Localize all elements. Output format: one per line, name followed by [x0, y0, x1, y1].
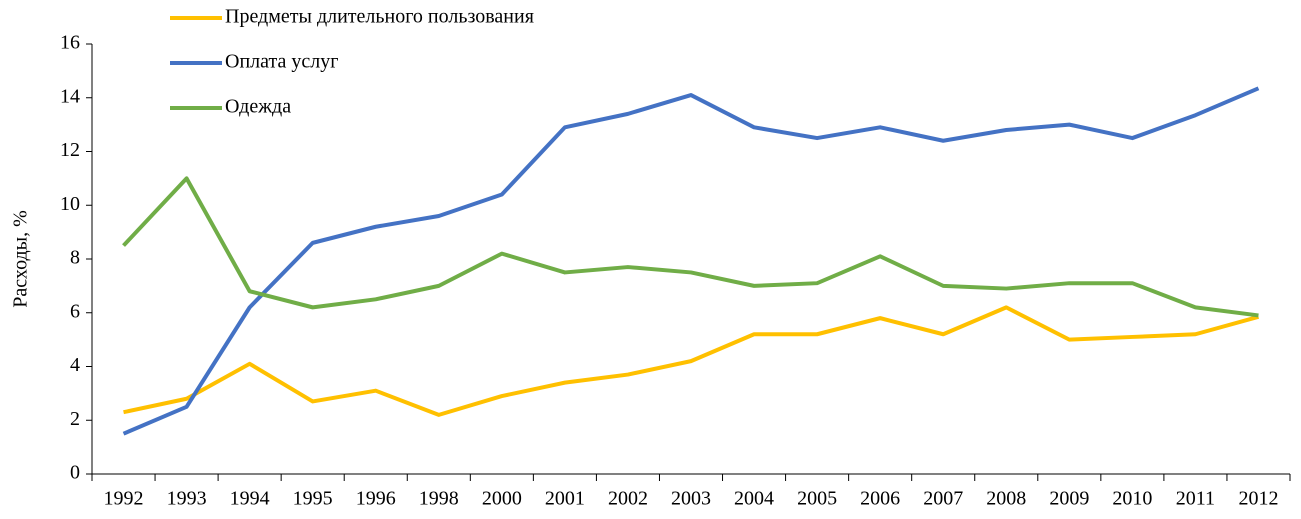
y-tick-label: 12	[60, 139, 80, 161]
y-tick-label: 4	[70, 354, 80, 376]
x-tick-label: 1998	[419, 488, 459, 510]
y-tick-label: 0	[70, 462, 80, 484]
x-tick-label: 2006	[860, 488, 900, 510]
y-tick-label: 14	[60, 85, 80, 107]
legend-label: Одежда	[225, 96, 291, 118]
x-tick-label: 2007	[923, 488, 963, 510]
x-tick-label: 2003	[671, 488, 711, 510]
x-tick-label: 1993	[167, 488, 207, 510]
y-tick-label: 10	[60, 193, 80, 215]
y-tick-label: 6	[70, 300, 80, 322]
x-tick-label: 2012	[1238, 488, 1278, 510]
x-tick-label: 2001	[545, 488, 585, 510]
x-tick-label: 1994	[230, 488, 270, 510]
x-tick-label: 2010	[1112, 488, 1152, 510]
series-line	[122, 176, 1259, 318]
x-tick-label: 2002	[608, 488, 648, 510]
x-tick-label: 1996	[356, 488, 396, 510]
y-tick-label: 16	[60, 32, 80, 54]
y-tick-label: 8	[70, 247, 80, 269]
series-line	[123, 305, 1260, 417]
legend-label: Предметы длительного пользования	[225, 6, 534, 28]
series-line	[122, 86, 1260, 436]
x-tick-label: 2009	[1049, 488, 1089, 510]
x-tick-label: 1992	[104, 488, 144, 510]
y-axis-label: Расходы, %	[10, 210, 32, 308]
x-tick-label: 2004	[734, 488, 774, 510]
x-tick-label: 2008	[986, 488, 1026, 510]
x-tick-label: 1995	[293, 488, 333, 510]
x-tick-label: 2011	[1176, 488, 1215, 510]
x-tick-label: 2000	[482, 488, 522, 510]
legend-label: Оплата услуг	[225, 51, 338, 73]
x-tick-label: 2005	[797, 488, 837, 510]
y-tick-label: 2	[70, 408, 80, 430]
